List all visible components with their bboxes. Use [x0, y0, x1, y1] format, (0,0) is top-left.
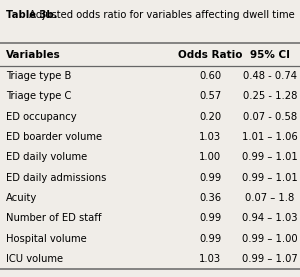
Text: 0.07 - 0.58: 0.07 - 0.58 — [243, 112, 297, 122]
Text: Acuity: Acuity — [6, 193, 37, 203]
Text: Hospital volume: Hospital volume — [6, 234, 87, 244]
Text: 0.07 – 1.8: 0.07 – 1.8 — [245, 193, 295, 203]
Text: 0.48 - 0.74: 0.48 - 0.74 — [243, 71, 297, 81]
Text: 0.99 – 1.07: 0.99 – 1.07 — [242, 254, 298, 264]
Text: 0.99: 0.99 — [199, 173, 221, 183]
Text: 1.00: 1.00 — [199, 152, 221, 162]
Text: ED daily admissions: ED daily admissions — [6, 173, 106, 183]
Text: 0.99: 0.99 — [199, 234, 221, 244]
Text: Triage type B: Triage type B — [6, 71, 71, 81]
Text: 0.99: 0.99 — [199, 213, 221, 223]
Text: Odds Ratio: Odds Ratio — [178, 50, 242, 60]
Text: ICU volume: ICU volume — [6, 254, 63, 264]
Text: Table 3b.: Table 3b. — [6, 10, 58, 20]
Text: 0.99 – 1.00: 0.99 – 1.00 — [242, 234, 298, 244]
Text: 0.36: 0.36 — [199, 193, 221, 203]
Text: 0.25 - 1.28: 0.25 - 1.28 — [243, 91, 297, 101]
Text: 1.03: 1.03 — [199, 254, 221, 264]
Text: ED daily volume: ED daily volume — [6, 152, 87, 162]
Text: 0.20: 0.20 — [199, 112, 221, 122]
Text: 95% CI: 95% CI — [250, 50, 290, 60]
Text: 1.01 – 1.06: 1.01 – 1.06 — [242, 132, 298, 142]
Text: 0.99 – 1.01: 0.99 – 1.01 — [242, 173, 298, 183]
Text: 0.60: 0.60 — [199, 71, 221, 81]
Text: ED boarder volume: ED boarder volume — [6, 132, 102, 142]
Text: ED occupancy: ED occupancy — [6, 112, 76, 122]
Text: Adjusted odds ratio for variables affecting dwell time: Adjusted odds ratio for variables affect… — [26, 10, 295, 20]
Text: 1.03: 1.03 — [199, 132, 221, 142]
Text: Variables: Variables — [6, 50, 61, 60]
Text: Triage type C: Triage type C — [6, 91, 71, 101]
Text: Number of ED staff: Number of ED staff — [6, 213, 101, 223]
Text: 0.94 – 1.03: 0.94 – 1.03 — [242, 213, 298, 223]
Text: 0.57: 0.57 — [199, 91, 221, 101]
Text: 0.99 – 1.01: 0.99 – 1.01 — [242, 152, 298, 162]
